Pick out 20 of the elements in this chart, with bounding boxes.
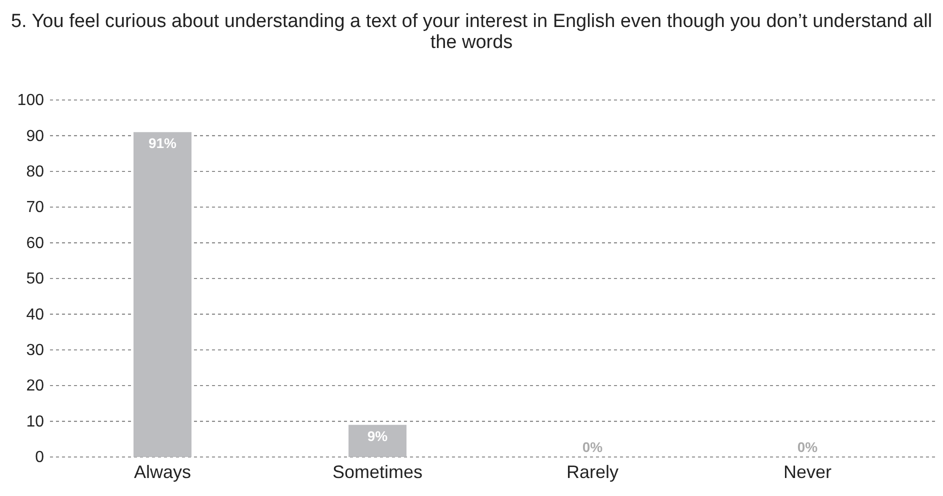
x-tick-label: Never <box>783 462 832 482</box>
x-tick-label: Sometimes <box>332 462 423 482</box>
y-tick-label: 80 <box>26 164 44 181</box>
y-tick-label: 60 <box>26 234 44 252</box>
data-label: 0% <box>582 439 604 455</box>
y-tick-label: 100 <box>17 92 44 110</box>
y-tick-label: 40 <box>26 306 44 324</box>
data-label: 91% <box>148 135 178 152</box>
x-tick-label: Always <box>134 462 192 482</box>
x-tick-label: Rarely <box>566 462 619 482</box>
y-tick-label: 50 <box>26 270 44 288</box>
chart-title: 5. You feel curious about understanding a text of your interest in English even though you don’t understand all the words <box>10 11 932 53</box>
y-tick-label: 70 <box>26 199 44 216</box>
y-tick-label: 20 <box>26 378 44 395</box>
y-tick-label: 0 <box>35 449 44 466</box>
data-label: 0% <box>797 439 818 455</box>
y-tick-label: 10 <box>26 413 44 430</box>
data-label: 9% <box>367 428 388 444</box>
y-tick-label: 30 <box>26 342 44 360</box>
y-tick-label: 90 <box>26 128 44 145</box>
